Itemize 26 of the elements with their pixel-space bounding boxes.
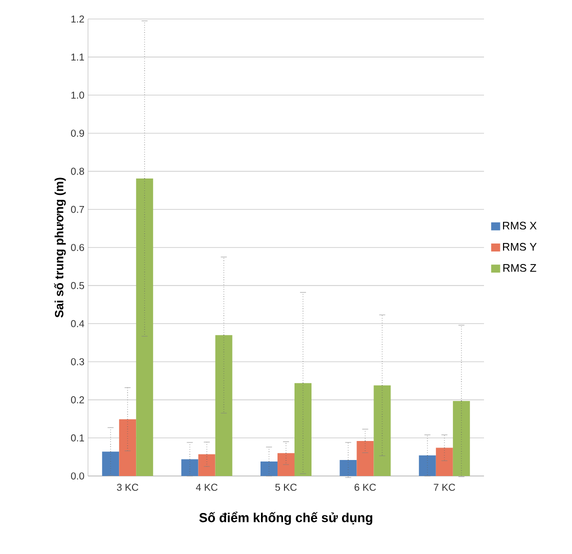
x-tick-label: 5 KC [275,484,297,491]
y-axis-title: Sai số trung phương (m) [54,178,66,318]
y-tick-label: 1.1 [71,54,84,60]
bar [356,440,374,476]
bar [278,453,295,476]
legend-label: RMS Y [503,242,537,251]
y-tick-label: 0.2 [71,396,84,404]
x-tick-label: 4 KC [196,484,218,491]
bar [436,448,453,476]
y-tick-label: 0.5 [71,282,84,290]
y-tick-label: 0.6 [71,244,84,252]
y-tick-label: 0.8 [71,168,84,175]
y-tick-label: 0.0 [71,472,84,480]
legend-label: RMS Z [503,264,536,272]
y-tick-label: 0.7 [71,206,84,213]
x-axis-title: Số điểm khống chế sử dụng [199,512,372,525]
y-tick-label: 0.3 [71,358,84,366]
y-tick-label: 1.0 [71,92,84,99]
x-tick-label: 3 KC [116,484,138,491]
y-tick-label: 0.1 [71,434,84,442]
legend-label: RMS X [503,222,537,230]
y-tick-label: 1.2 [71,16,84,22]
y-tick-label: 0.9 [71,130,84,137]
y-tick-label: 0.4 [71,320,84,328]
x-tick-label: 7 KC [434,484,456,491]
x-tick-label: 6 KC [354,484,376,491]
